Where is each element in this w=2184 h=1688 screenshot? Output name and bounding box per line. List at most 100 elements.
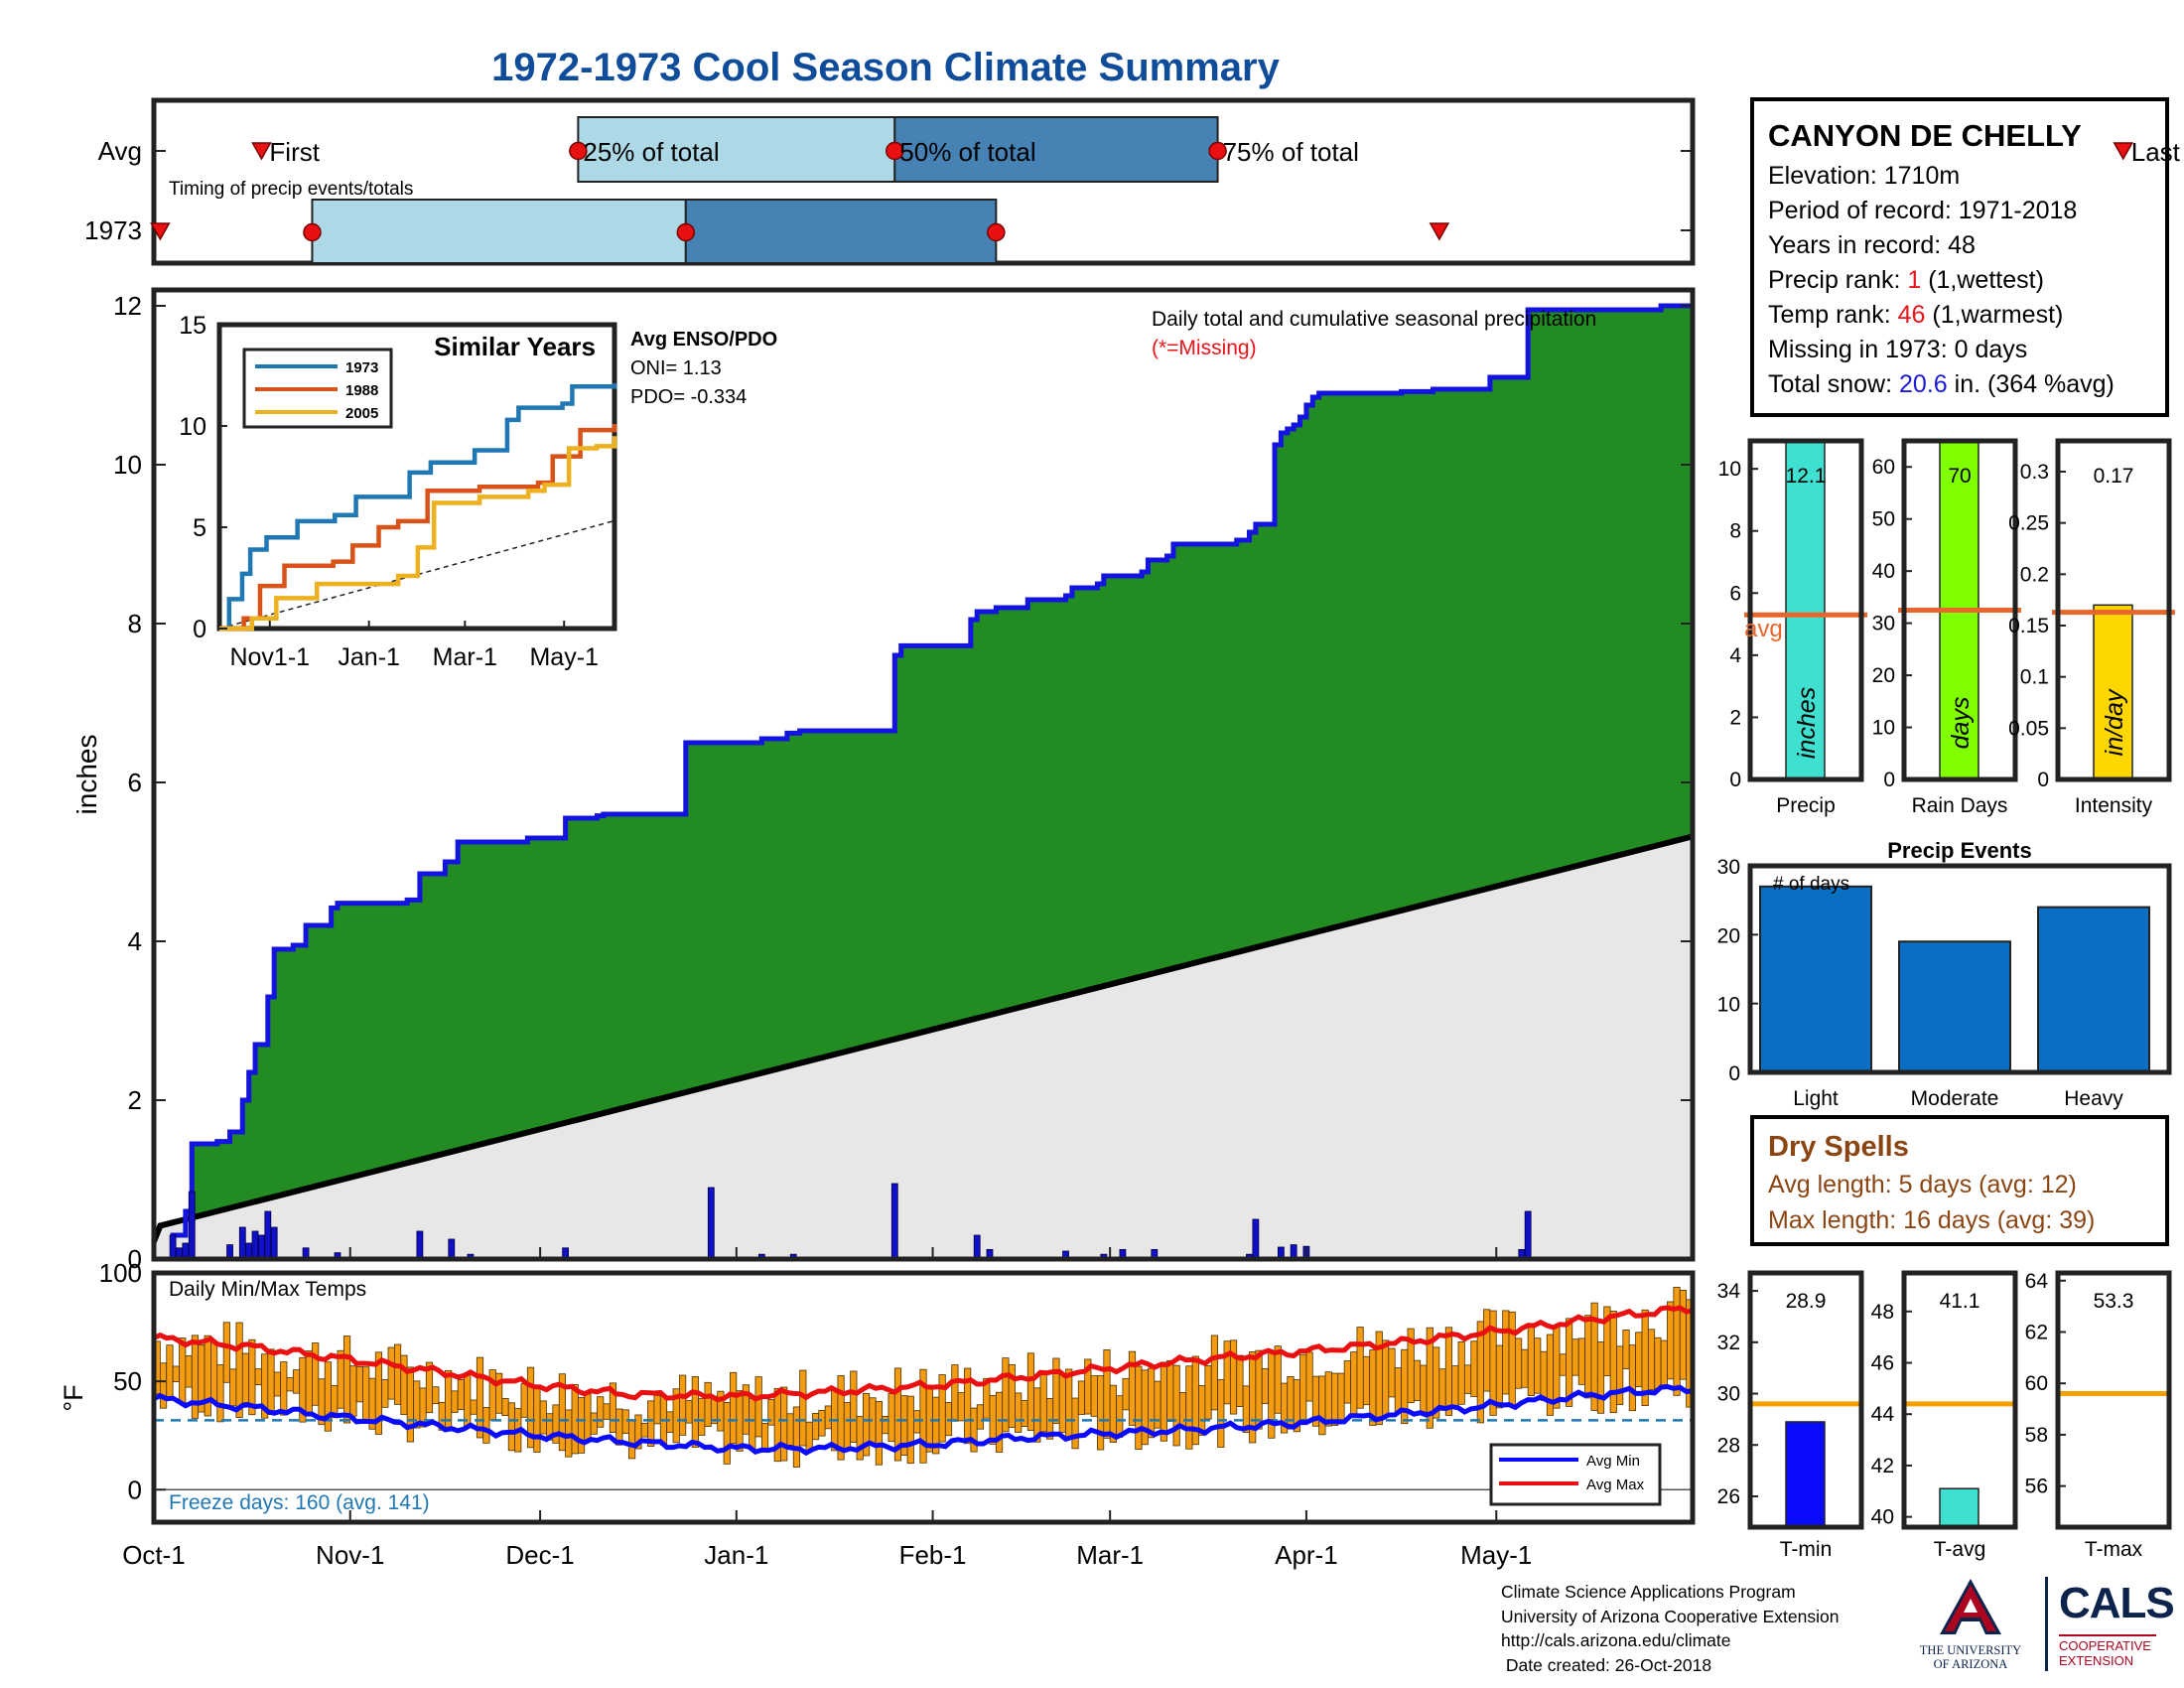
credits-line-3[interactable]: http://cals.arizona.edu/climate	[1501, 1630, 1731, 1650]
main-ytick-label: 12	[113, 291, 142, 321]
cals-logo: CALS COOPERATIVE EXTENSION	[2045, 1577, 2175, 1671]
daily-temp-bar	[254, 1368, 262, 1386]
inset-ytick-label: 15	[179, 312, 206, 340]
snow-note: in. (364 %avg)	[1954, 370, 2115, 398]
daily-temp-bar	[1299, 1353, 1307, 1420]
daily-temp-bar	[957, 1392, 965, 1422]
daily-temp-bar	[216, 1364, 224, 1423]
precip-events-title: Precip Events	[1887, 838, 2032, 863]
daily-temp-bar	[1420, 1364, 1428, 1413]
daily-temp-bar	[1356, 1327, 1364, 1409]
inset-legend-label-2005: 2005	[345, 405, 378, 422]
main-xtick-label: May-1	[1460, 1540, 1532, 1570]
t-avg-panel-frame	[1901, 1270, 2018, 1530]
daily-temp-bar	[229, 1368, 237, 1407]
daily-temp-bar	[1628, 1344, 1636, 1412]
daily-temp-bar	[627, 1420, 636, 1460]
daily-temp-bar	[1122, 1377, 1130, 1411]
daily-temp-bar	[970, 1407, 978, 1453]
rain-days-ytick-label: 0	[1883, 769, 1895, 791]
main-xtick-label: Jan-1	[704, 1540, 768, 1570]
inset-ytick-label: 5	[193, 514, 206, 542]
t-max-panel-bg	[2058, 1273, 2169, 1527]
rain-days-ytick-label: 10	[1872, 717, 1895, 740]
daily-temp-bar	[1103, 1349, 1111, 1439]
daily-temp-bar	[470, 1399, 478, 1415]
precip-events-ytick-label: 10	[1717, 994, 1740, 1017]
t-min-xlabel: T-min	[1780, 1538, 1833, 1561]
daily-precip-bar	[1252, 1218, 1260, 1260]
daily-temp-bar	[875, 1401, 883, 1466]
enso-oni: ONI= 1.13	[630, 357, 722, 379]
timing-first-label: First	[269, 137, 320, 167]
daily-temp-bar	[1090, 1375, 1098, 1417]
daily-temp-bar	[1616, 1345, 1624, 1405]
timing-1973-q25-marker	[303, 222, 322, 242]
daily-temp-bar	[1596, 1341, 1605, 1414]
main-ytick-label: 0	[128, 1244, 142, 1274]
timing-1973-box-25-50	[311, 199, 687, 264]
daily-temp-bar	[1185, 1365, 1193, 1450]
inset-series-1988	[219, 423, 617, 632]
dry-spells-avg-length: Avg length: 5 days (avg: 12)	[1768, 1171, 2077, 1198]
daily-temp-bar	[1116, 1395, 1124, 1438]
t-avg-bar	[1939, 1487, 1979, 1528]
intensity-ytick-label: 0.25	[2008, 512, 2049, 535]
precip-bar	[1785, 440, 1826, 780]
t-avg-xlabel: T-avg	[1934, 1538, 1986, 1561]
timing-caption: Timing of precip events/totals	[169, 179, 413, 200]
main-xtick-label: Feb-1	[899, 1540, 967, 1570]
cals-logo-sub-2: EXTENSION	[2059, 1653, 2134, 1668]
daily-temp-bar	[507, 1402, 515, 1452]
freeze-days-text: Freeze days: 160 (avg. 141)	[169, 1491, 430, 1514]
daily-temp-bar	[1052, 1357, 1060, 1424]
daily-temp-bar	[185, 1355, 193, 1388]
precip-rank-label: Precip rank:	[1768, 266, 1901, 294]
station-years: Years in record: 48	[1768, 231, 1976, 259]
daily-temp-bar	[1647, 1329, 1656, 1391]
daily-temp-bar	[1673, 1287, 1681, 1396]
daily-temp-bar	[1261, 1368, 1270, 1404]
daily-precip-bar	[448, 1238, 456, 1260]
daily-temp-bar	[1318, 1375, 1326, 1436]
temp-rank-label: Temp rank:	[1768, 301, 1891, 329]
inset-ytick-label: 0	[193, 616, 206, 643]
daily-temp-bar	[1457, 1340, 1465, 1405]
timing-1973-q50-marker	[676, 222, 696, 242]
daily-temp-bar	[1343, 1360, 1351, 1404]
t-max-ytick-label: 58	[2025, 1424, 2048, 1447]
daily-temp-bar	[241, 1352, 250, 1403]
daily-temp-bar	[432, 1386, 440, 1405]
main-xtick-label: Mar-1	[1076, 1540, 1144, 1570]
daily-temp-bar	[882, 1415, 889, 1435]
daily-temp-bar	[850, 1370, 858, 1443]
daily-temp-bar	[1135, 1365, 1143, 1451]
inset-legend-label-1988: 1988	[345, 382, 378, 399]
precip-ytick-label: 4	[1729, 644, 1741, 667]
timing-avg-last-marker	[2113, 142, 2134, 161]
t-max-ytick-label: 56	[2025, 1476, 2048, 1498]
daily-precip-bar	[251, 1230, 259, 1260]
daily-temp-bar	[1521, 1348, 1529, 1388]
daily-temp-bar	[1255, 1349, 1263, 1430]
daily-temp-bar	[1204, 1365, 1212, 1420]
intensity-panel-frame	[2055, 438, 2172, 782]
missing-note: (*=Missing)	[1152, 337, 1257, 359]
daily-temp-bar	[1274, 1345, 1282, 1414]
main-ytick-label: 4	[128, 926, 142, 956]
inset-xtick-label: Jan-1	[338, 643, 400, 671]
daily-temp-bar	[1451, 1365, 1459, 1408]
inset-series-2005	[219, 436, 617, 632]
timing-row-label: 1973	[84, 215, 142, 245]
daily-temp-bar	[1039, 1374, 1047, 1433]
daily-temp-bar	[1553, 1325, 1561, 1409]
t-min-ytick-label: 34	[1717, 1280, 1741, 1303]
normal-precip-area	[154, 836, 1693, 1259]
daily-temp-bar	[1021, 1400, 1028, 1427]
daily-temp-bar	[792, 1406, 801, 1468]
temp-ytick-label: 50	[113, 1366, 142, 1396]
daily-temp-bar	[1660, 1339, 1668, 1386]
daily-temp-bar	[1388, 1347, 1396, 1398]
precip-events-xlabel: Heavy	[2064, 1087, 2123, 1110]
